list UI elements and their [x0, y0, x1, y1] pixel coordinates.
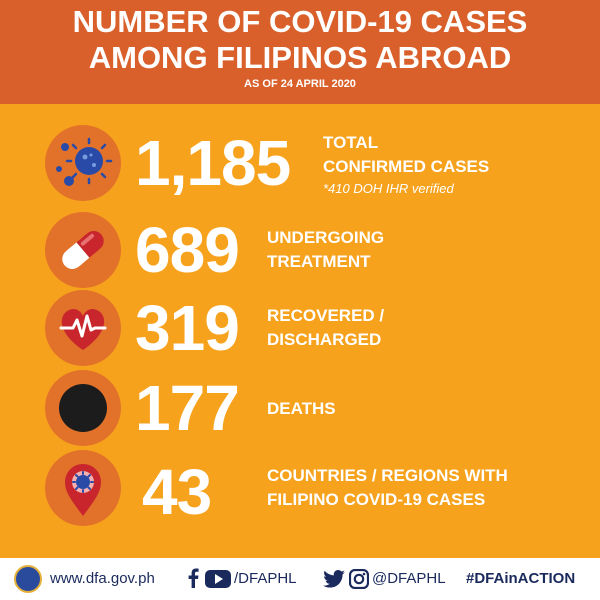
confirmed-label-line1: TOTAL: [323, 133, 379, 152]
title-line-2: AMONG FILIPINOS ABROAD: [88, 40, 512, 75]
black-circle-icon: [45, 370, 121, 446]
deaths-row: 177 DEATHS: [0, 370, 600, 450]
recovered-label-line1: RECOVERED /: [267, 306, 385, 325]
treatment-value: 689: [135, 214, 240, 286]
footer-bar: www.dfa.gov.ph /DFAPHL @DFAPHL #DFAinACT…: [0, 558, 600, 600]
countries-label-line1: COUNTRIES / REGIONS WITH: [267, 466, 508, 485]
facebook-youtube-handle[interactable]: /DFAPHL: [234, 570, 297, 587]
recovered-label-line2: DISCHARGED: [267, 330, 382, 349]
treatment-row: 689 UNDERGOING TREATMENT: [0, 212, 600, 292]
treatment-label-line2: TREATMENT: [267, 252, 371, 271]
deaths-label: DEATHS: [267, 399, 336, 418]
confirmed-cases-value: 1,185: [135, 127, 291, 199]
deaths-value: 177: [135, 372, 240, 444]
recovered-row: 319 RECOVERED / DISCHARGED: [0, 290, 600, 370]
countries-value: 43: [142, 456, 212, 528]
confirmed-cases-row: 1,185 TOTAL CONFIRMED CASES *410 DOH IHR…: [0, 125, 600, 205]
facebook-icon[interactable]: [185, 568, 201, 588]
as-of-date: AS OF 24 APRIL 2020: [244, 78, 356, 90]
dfa-seal-icon: [14, 565, 42, 593]
instagram-icon[interactable]: [349, 569, 369, 589]
countries-row: 43 COUNTRIES / REGIONS WITH FILIPINO COV…: [0, 450, 600, 530]
virus-icon: [45, 125, 121, 201]
hashtag: #DFAinACTION: [466, 570, 576, 587]
confirmed-note: *410 DOH IHR verified: [323, 181, 454, 196]
pill-capsule-icon: [45, 212, 121, 288]
website-link[interactable]: www.dfa.gov.ph: [50, 570, 155, 587]
location-pin-virus-icon: [45, 450, 121, 526]
recovered-value: 319: [135, 292, 240, 364]
confirmed-label-line2: CONFIRMED CASES: [323, 157, 490, 176]
title-line-1: NUMBER OF COVID-19 CASES: [72, 4, 528, 39]
twitter-instagram-handle[interactable]: @DFAPHL: [372, 570, 446, 587]
treatment-label-line1: UNDERGOING: [267, 228, 385, 247]
countries-label-line2: FILIPINO COVID-19 CASES: [267, 490, 486, 509]
header-banner: NUMBER OF COVID-19 CASES AMONG FILIPINOS…: [0, 0, 600, 104]
heartbeat-icon: [45, 290, 121, 366]
youtube-icon[interactable]: [205, 570, 231, 588]
twitter-icon[interactable]: [323, 570, 345, 588]
